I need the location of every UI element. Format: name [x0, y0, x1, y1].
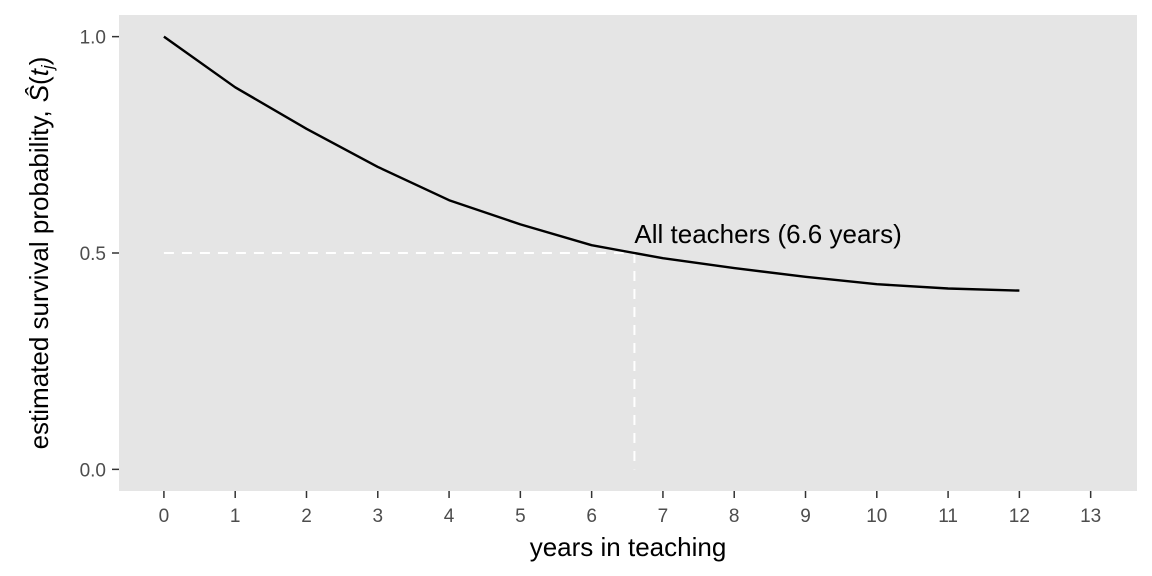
y-tick-label: 0.5 — [80, 244, 106, 265]
y-tick-label: 0.0 — [80, 460, 106, 481]
y-axis-title-arg: t — [24, 67, 54, 76]
x-tick-label: 3 — [372, 506, 383, 527]
x-tick-label: 5 — [515, 506, 526, 527]
x-tick-label: 10 — [866, 506, 887, 527]
y-axis-title-symbol: Ŝ — [24, 84, 54, 102]
x-tick-label: 4 — [444, 506, 455, 527]
y-axis-title-sub: j — [38, 64, 57, 71]
x-tick-label: 1 — [230, 506, 241, 527]
x-tick-label: 11 — [938, 506, 958, 527]
x-tick-label: 6 — [586, 506, 597, 527]
x-tick-label: 0 — [159, 506, 170, 527]
median-annotation: All teachers (6.6 years) — [634, 219, 901, 249]
x-axis-title: years in teaching — [530, 532, 727, 562]
x-tick-label: 13 — [1080, 506, 1101, 527]
x-tick-label: 8 — [729, 506, 740, 527]
x-tick-label: 12 — [1009, 506, 1030, 527]
y-axis-title: estimated survival probability,Ŝ(tj) — [24, 57, 57, 450]
y-axis-title-prefix: estimated survival probability, — [24, 110, 54, 449]
y-tick-label: 1.0 — [80, 28, 106, 49]
x-tick-label: 9 — [800, 506, 811, 527]
x-tick-label: 2 — [301, 506, 312, 527]
x-tick-label: 7 — [658, 506, 669, 527]
svg-text:estimated survival probability: estimated survival probability,Ŝ(tj) — [24, 57, 57, 450]
survival-curve — [163, 35, 1020, 292]
